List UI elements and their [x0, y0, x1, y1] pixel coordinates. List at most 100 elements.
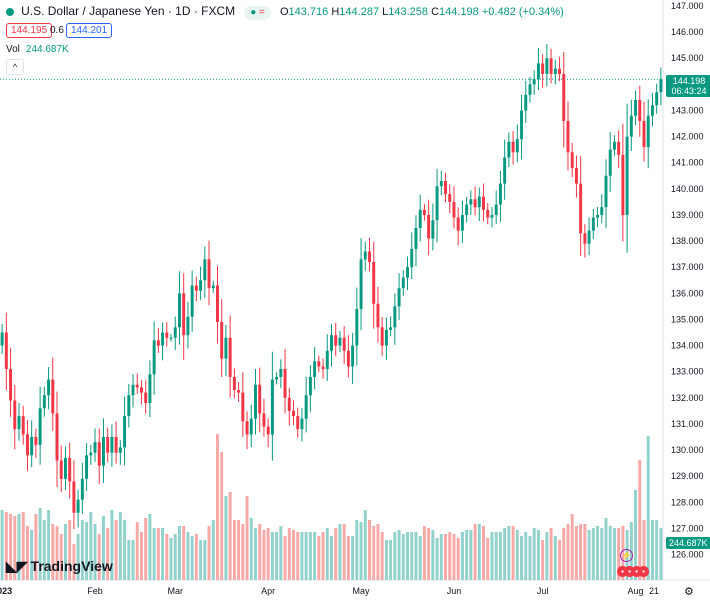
- volume-bar: [566, 524, 570, 580]
- y-tick-label: 127.000: [671, 523, 704, 533]
- candle: [38, 408, 42, 445]
- candle: [406, 267, 409, 278]
- volume-bar: [638, 460, 642, 580]
- candle: [469, 199, 473, 205]
- candle: [139, 387, 143, 393]
- candle: [617, 141, 621, 155]
- volume-bar: [511, 526, 515, 580]
- volume-bar: [199, 540, 203, 580]
- volume-bar: [330, 536, 333, 580]
- x-tick-label: May: [353, 586, 371, 596]
- volume-bar: [435, 538, 439, 580]
- volume-bar: [13, 516, 17, 580]
- high-value: 144.287: [339, 6, 380, 18]
- candle: [216, 285, 219, 323]
- candle: [465, 204, 469, 215]
- equals-icon: =: [259, 7, 265, 18]
- volume-bar: [194, 534, 198, 580]
- volume-bar: [216, 434, 219, 580]
- candle: [156, 340, 160, 346]
- volume-bar: [439, 534, 443, 580]
- candle: [330, 335, 333, 351]
- tradingview-logo[interactable]: ◣◤ TradingView: [6, 558, 113, 574]
- gear-icon[interactable]: ⚙: [684, 586, 694, 598]
- volume-bar: [304, 532, 308, 580]
- volume-bar: [655, 520, 659, 580]
- candle: [93, 442, 97, 453]
- volume-bar: [608, 526, 612, 580]
- candle: [473, 199, 477, 208]
- volume-bar: [646, 436, 650, 580]
- volume-bar: [30, 530, 34, 580]
- volume-bar: [106, 528, 110, 580]
- volume-bar: [570, 514, 574, 580]
- visibility-toggle[interactable]: ● =: [244, 6, 271, 20]
- candle: [608, 149, 612, 176]
- volume-bar: [300, 532, 304, 580]
- candle: [587, 230, 591, 244]
- volume-bar: [393, 532, 397, 580]
- candle: [4, 332, 8, 370]
- candle: [553, 68, 557, 74]
- candle: [321, 366, 325, 370]
- y-tick-label: 128.000: [671, 497, 704, 507]
- volume-bar: [72, 544, 76, 580]
- volume-bar: [114, 520, 118, 580]
- candle: [13, 400, 17, 430]
- economic-event-icon[interactable]: ▪: [631, 566, 642, 577]
- candle: [363, 251, 367, 260]
- y-tick-label: 142.000: [671, 132, 704, 142]
- volume-bar: [148, 514, 152, 580]
- y-tick-label: 138.000: [671, 236, 704, 246]
- y-tick-label: 134.000: [671, 341, 704, 351]
- economic-event-icon[interactable]: ▪: [617, 566, 628, 577]
- volume-bar: [165, 534, 169, 580]
- volume-bar: [38, 508, 42, 580]
- volume-bar: [127, 540, 131, 580]
- economic-event-icon[interactable]: ▪: [638, 566, 649, 577]
- volume-bar: [515, 530, 519, 580]
- candle: [203, 259, 207, 281]
- volume-bar: [224, 496, 228, 580]
- volume-bar: [389, 540, 393, 580]
- candle: [144, 392, 148, 404]
- spread-value: 0.6: [50, 25, 64, 36]
- candle: [397, 288, 401, 307]
- candle: [85, 455, 89, 479]
- candle: [279, 369, 283, 377]
- collapse-legend-button[interactable]: ^: [6, 59, 24, 75]
- volume-bar: [342, 524, 346, 580]
- volume-bar: [498, 532, 502, 580]
- candle: [524, 94, 528, 111]
- last-price-tag: 144.198 06:43:24: [666, 75, 710, 97]
- candle: [287, 397, 291, 411]
- candle: [541, 63, 545, 74]
- volume-bar: [308, 532, 312, 580]
- buy-button[interactable]: 144.201: [66, 23, 113, 38]
- y-tick-label: 126.000: [671, 550, 704, 560]
- volume-bar: [460, 532, 464, 580]
- candle: [456, 217, 460, 231]
- candle: [300, 418, 304, 430]
- candle: [642, 120, 646, 148]
- candle: [591, 217, 595, 231]
- symbol-title[interactable]: U.S. Dollar / Japanese Yen · 1D · FXCM: [21, 4, 236, 18]
- volume-bar: [25, 526, 29, 580]
- volume-bar: [275, 532, 279, 580]
- volume-bar: [579, 524, 583, 580]
- volume-legend: Vol 244.687K: [6, 44, 69, 55]
- candle: [313, 361, 317, 377]
- x-tick-label: Apr: [261, 586, 275, 596]
- volume-bar: [203, 540, 207, 580]
- volume-bar: [144, 518, 148, 580]
- sell-button[interactable]: 144.195: [6, 23, 53, 38]
- volume-bar: [558, 540, 562, 580]
- candle: [380, 327, 384, 346]
- candle: [72, 481, 76, 513]
- economic-event-icon[interactable]: ▪: [624, 566, 635, 577]
- candle: [562, 73, 566, 121]
- lightning-event-icon[interactable]: ⚡: [620, 549, 633, 562]
- candle: [211, 285, 215, 289]
- volume-bar: [9, 514, 13, 580]
